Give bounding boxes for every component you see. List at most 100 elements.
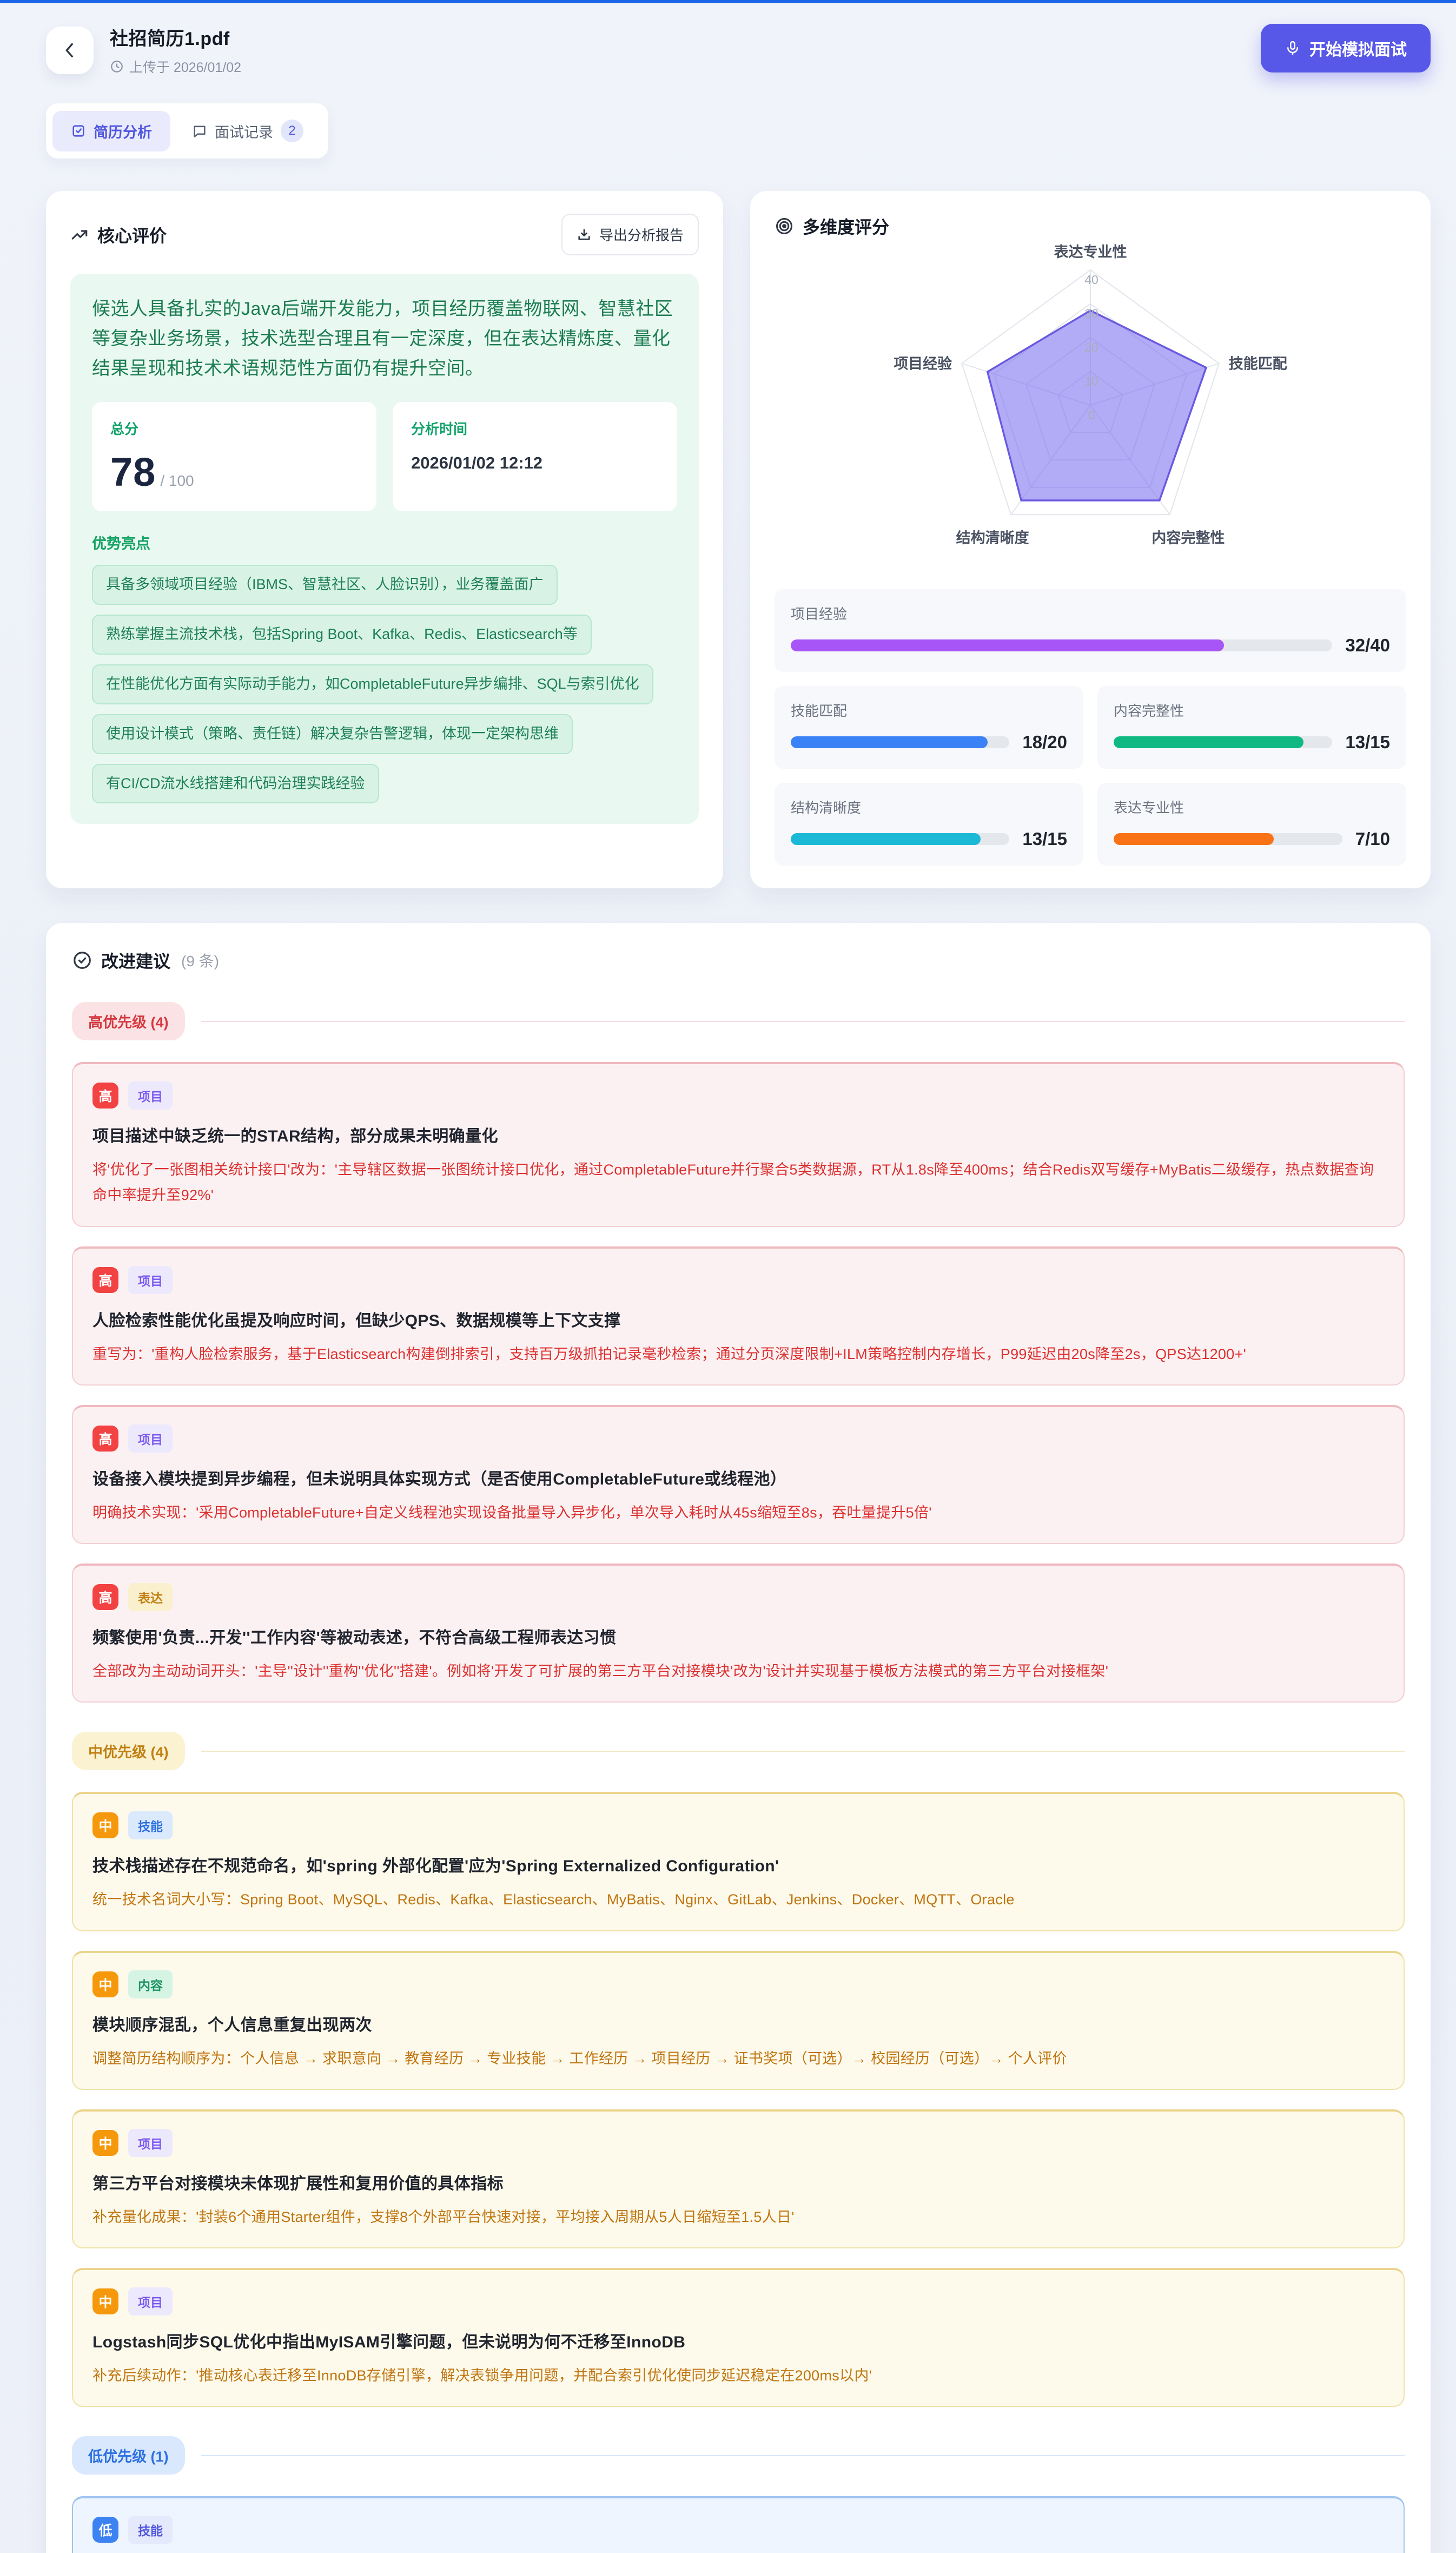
suggestion-title: 技术栈描述存在不规范命名，如'spring 外部化配置'应为'Spring Ex…: [92, 1857, 779, 1876]
category-tag: 项目: [128, 1265, 173, 1294]
bar-track: [1114, 736, 1333, 748]
header-titles: 社招简历1.pdf 上传于 2026/01/02: [110, 24, 241, 76]
bar-label: 结构清晰度: [791, 800, 862, 816]
bar-value: 18/20: [1022, 732, 1067, 752]
strength-item: 有CI/CD流水线搭建和代码治理实践经验: [92, 763, 379, 804]
strength-item: 在性能优化方面有实际动手能力，如CompletableFuture异步编排、SQ…: [92, 664, 653, 704]
suggestion-title: 模块顺序混乱，个人信息重复出现两次: [92, 2016, 372, 2034]
score-bars: 项目经验 32/40 技能匹配 18/20: [775, 589, 1406, 866]
top-accent-bar: [0, 0, 1456, 3]
trending-up-icon: [70, 226, 89, 244]
bar-value: 13/15: [1022, 829, 1067, 849]
priority-badge: 高: [92, 1266, 118, 1293]
score-bar-skill-match: 技能匹配 18/20: [775, 686, 1083, 769]
suggestion-card: 高 项目 设备接入模块提到异步编程，但未说明具体实现方式（是否使用Complet…: [72, 1404, 1405, 1544]
priority-group-low: 低优先级 (1) 低 技能 '了解计算机组成原理'对Java岗位价值较低，建议替…: [72, 2436, 1405, 2553]
svg-text:30: 30: [1084, 307, 1098, 321]
priority-group-medium: 中优先级 (4) 中 技能 技术栈描述存在不规范命名，如'spring 外部化配…: [72, 1732, 1405, 2407]
suggestion-card: 中 内容 模块顺序混乱，个人信息重复出现两次 调整简历结构顺序为：个人信息 → …: [72, 1950, 1405, 2090]
stat-row: 总分 78 / 100 分析时间 2026/01/02 12:12: [92, 402, 677, 512]
records-count-badge: 2: [281, 120, 303, 142]
svg-text:表达专业性: 表达专业性: [1054, 244, 1127, 260]
divider: [201, 1750, 1405, 1752]
svg-text:20: 20: [1084, 340, 1098, 354]
bar-value: 7/10: [1355, 829, 1390, 849]
strength-item: 具备多领域项目经验（IBMS、智慧社区、人脸识别），业务覆盖面广: [92, 565, 558, 605]
header-left: 社招简历1.pdf 上传于 2026/01/02: [46, 24, 241, 76]
page: 社招简历1.pdf 上传于 2026/01/02 开始模拟面试 简历分析: [46, 24, 1431, 2553]
page-header: 社招简历1.pdf 上传于 2026/01/02 开始模拟面试: [46, 24, 1431, 76]
suggestion-card: 高 项目 人脸检索性能优化虽提及响应时间，但缺少QPS、数据规模等上下文支撑 重…: [72, 1246, 1405, 1386]
tab-resume-analysis-label: 简历分析: [94, 124, 152, 141]
strength-item: 使用设计模式（策略、责任链）解决复杂告警逻辑，体现一定架构思维: [92, 714, 573, 754]
chevron-left-icon: [61, 41, 79, 60]
microphone-icon: [1285, 40, 1301, 56]
suggestion-advice: 补充量化成果：'封装6个通用Starter组件，支撑8个外部平台快速对接，平均接…: [92, 2208, 795, 2225]
divider: [201, 1020, 1405, 1022]
bar-label: 项目经验: [791, 606, 848, 622]
export-report-label: 导出分析报告: [599, 227, 684, 243]
priority-badge: 高: [92, 1425, 118, 1452]
category-tag: 技能: [128, 2516, 173, 2544]
svg-text:40: 40: [1084, 273, 1098, 287]
category-tag: 项目: [128, 2287, 173, 2315]
suggestion-advice: 重写为：'重构人脸检索服务，基于Elasticsearch构建倒排索引，支持百万…: [92, 1345, 1247, 1362]
improvement-suggestions-card: 改进建议 (9 条) 高优先级 (4) 高 项目 项目描述中缺乏统一的STAR结…: [46, 923, 1431, 2553]
suggestion-advice: 统一技术名词大小写：Spring Boot、MySQL、Redis、Kafka、…: [92, 1891, 1015, 1908]
download-icon: [577, 227, 592, 242]
category-tag: 项目: [128, 1081, 173, 1110]
chat-bubble-icon: [192, 123, 207, 138]
radar-card-title: 多维度评分: [803, 217, 890, 237]
start-mock-interview-button[interactable]: 开始模拟面试: [1261, 24, 1431, 72]
suggestion-advice: 补充后续动作：'推动核心表迁移至InnoDB存储引擎，解决表锁争用问题，并配合索…: [92, 2367, 872, 2384]
bar-value: 13/15: [1345, 732, 1390, 752]
category-tag: 项目: [128, 2128, 173, 2157]
priority-pill-low: 低优先级 (1): [72, 2436, 185, 2475]
total-score-label: 总分: [110, 421, 139, 438]
suggestion-title: 设备接入模块提到异步编程，但未说明具体实现方式（是否使用CompletableF…: [92, 1470, 787, 1488]
priority-badge: 中: [92, 1812, 118, 1839]
suggestion-card: 中 技能 技术栈描述存在不规范命名，如'spring 外部化配置'应为'Spri…: [72, 1792, 1405, 1931]
score-bar-expression-professionalism: 表达专业性 7/10: [1097, 783, 1406, 866]
multi-dimension-score-card: 多维度评分 0 10 20 30 40 表达专业性 技能匹配 内容完整性 结构清晰度 项目经验 项…: [750, 191, 1431, 888]
priority-badge: 高: [92, 1083, 118, 1109]
bar-track: [791, 639, 1333, 651]
priority-badge: 中: [92, 2129, 118, 2156]
bar-fill: [791, 833, 981, 845]
bar-label: 表达专业性: [1114, 800, 1184, 816]
svg-text:项目经验: 项目经验: [894, 355, 952, 372]
svg-text:技能匹配: 技能匹配: [1229, 355, 1287, 372]
analysis-time-label: 分析时间: [411, 421, 468, 438]
suggestion-title: 频繁使用'负责...开发''工作内容'等被动表述，不符合高级工程师表达习惯: [92, 1629, 617, 1647]
suggestion-card: 中 项目 第三方平台对接模块未体现扩展性和复用价值的具体指标 补充量化成果：'封…: [72, 2109, 1405, 2248]
strength-item: 熟练掌握主流技术栈，包括Spring Boot、Kafka、Redis、Elas…: [92, 615, 592, 655]
total-score-value: 78: [110, 450, 156, 495]
bar-track: [791, 736, 1010, 748]
suggestions-count: (9 条): [181, 953, 220, 969]
priority-pill-high: 高优先级 (4): [72, 1002, 185, 1040]
suggestion-card: 中 项目 Logstash同步SQL优化中指出MyISAM引擎问题，但未说明为何…: [72, 2268, 1405, 2407]
tab-resume-analysis[interactable]: 简历分析: [52, 110, 170, 151]
svg-text:0: 0: [1088, 408, 1095, 422]
analysis-time-value: 2026/01/02 12:12: [411, 453, 543, 473]
bar-fill: [1114, 736, 1303, 748]
radar-chart: 0 10 20 30 40 表达专业性 技能匹配 内容完整性 结构清晰度 项目经验: [775, 243, 1406, 573]
priority-badge: 高: [92, 1584, 118, 1610]
back-button[interactable]: [46, 26, 94, 74]
priority-pill-medium: 中优先级 (4): [72, 1732, 185, 1771]
score-bar-structure-clarity: 结构清晰度 13/15: [775, 783, 1083, 866]
tab-bar: 简历分析 面试记录 2: [46, 103, 328, 159]
suggestion-advice: 将'优化了一张图相关统计接口'改为：'主导辖区数据一张图统计接口优化，通过Com…: [92, 1162, 1374, 1204]
priority-badge: 低: [92, 2517, 118, 2543]
export-report-button[interactable]: 导出分析报告: [561, 214, 699, 255]
priority-group-high: 高优先级 (4) 高 项目 项目描述中缺乏统一的STAR结构，部分成果未明确量化…: [72, 1002, 1405, 1703]
category-tag: 项目: [128, 1424, 173, 1453]
core-evaluation-card: 核心评价 导出分析报告 候选人具备扎实的Java后端开发能力，项目经历覆盖物联网…: [46, 191, 723, 888]
tab-interview-records[interactable]: 面试记录 2: [174, 110, 322, 152]
checkbox-check-icon: [71, 123, 86, 138]
target-icon: [775, 216, 794, 236]
svg-text:结构清晰度: 结构清晰度: [956, 529, 1029, 546]
clock-icon: [110, 60, 124, 74]
core-card-header: 核心评价 导出分析报告: [70, 214, 699, 255]
bar-fill: [791, 639, 1225, 651]
